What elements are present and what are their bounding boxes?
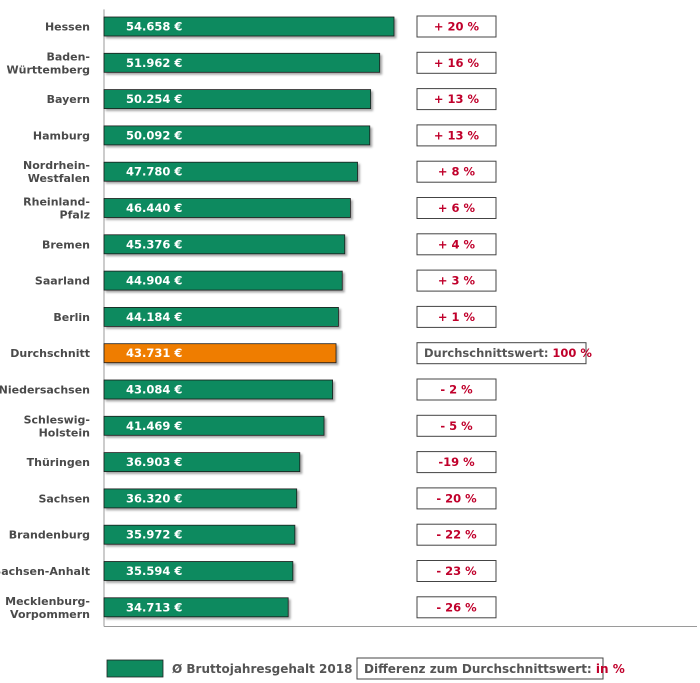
diff-box — [416, 160, 497, 183]
bar-value-label: 50.092 € — [126, 128, 182, 142]
diff-label: + 16 % — [434, 56, 480, 70]
diff-box — [416, 51, 497, 74]
bar-value-label: 43.084 € — [126, 383, 182, 397]
bar — [103, 415, 325, 436]
diff-label: + 20 % — [434, 20, 480, 34]
category-label: Berlin — [53, 311, 90, 324]
category-label: Mecklenburg-Vorpommern — [5, 595, 90, 621]
category-label: Bayern — [47, 93, 90, 106]
category-label: Thüringen — [27, 456, 90, 469]
bar-value-label: 43.731 € — [126, 346, 182, 360]
legend-bar-swatch — [106, 659, 164, 678]
diff-label: - 23 % — [436, 564, 477, 578]
category-label: Niedersachsen — [0, 384, 90, 397]
category-label: Bremen — [42, 238, 90, 251]
category-label: Schleswig-Holstein — [24, 413, 90, 439]
bar — [103, 234, 346, 255]
bar — [103, 306, 339, 327]
diff-box — [416, 414, 497, 437]
bar — [103, 452, 301, 473]
bar-value-label: 44.904 € — [126, 274, 182, 288]
diff-box — [416, 197, 497, 219]
diff-label: + 13 % — [434, 128, 480, 142]
bar — [103, 16, 395, 37]
category-label: Baden-Württemberg — [7, 50, 90, 76]
bar — [103, 270, 343, 291]
bar-value-label: 54.658 € — [126, 20, 182, 34]
bar-value-label: 46.440 € — [126, 201, 182, 215]
bar-value-label: 35.594 € — [126, 564, 182, 578]
legend-diff-unit: in % — [596, 662, 625, 676]
legend-bar-label: Ø Bruttojahresgehalt 2018 — [172, 662, 352, 676]
bar — [103, 161, 358, 182]
bar-value-label: 47.780 € — [126, 165, 182, 179]
bar — [103, 561, 294, 581]
legend-diff-label: Differenz zum Durchschnittswert: — [364, 662, 596, 676]
category-label: Brandenburg — [9, 529, 90, 542]
diff-box — [416, 124, 497, 147]
category-label: Saarland — [35, 275, 90, 288]
bar — [103, 89, 372, 109]
bar — [103, 52, 381, 73]
diff-box — [416, 451, 497, 474]
diff-label: + 3 % — [438, 274, 476, 288]
bar-value-label: 45.376 € — [126, 237, 182, 251]
diff-box — [416, 269, 497, 292]
diff-label: - 26 % — [436, 600, 477, 614]
bar-value-label: 34.713 € — [126, 600, 182, 614]
diff-label: + 4 % — [438, 237, 476, 251]
diff-box — [416, 487, 497, 510]
bar — [103, 597, 289, 618]
diff-label: + 1 % — [438, 310, 476, 324]
bar — [103, 379, 333, 400]
diff-box — [416, 15, 497, 38]
diff-label: - 5 % — [440, 419, 473, 433]
bar-value-label: 44.184 € — [126, 310, 182, 324]
diff-box — [416, 88, 497, 111]
bar-value-label: 36.320 € — [126, 491, 182, 505]
category-label: Hamburg — [33, 129, 90, 142]
bar-value-label: 51.962 € — [126, 56, 182, 70]
diff-label: + 6 % — [438, 201, 476, 215]
legend-diff-box — [356, 657, 604, 680]
diff-box — [416, 560, 497, 582]
average-diff-box — [416, 342, 587, 365]
bar — [103, 198, 351, 218]
category-label: Durchschnitt — [10, 347, 90, 360]
diff-label: + 13 % — [434, 92, 480, 106]
category-label: Rheinland-Pfalz — [23, 196, 90, 222]
diff-box — [416, 378, 497, 401]
diff-label: + 8 % — [438, 165, 476, 179]
diff-box — [416, 305, 497, 328]
bar-value-label: 36.903 € — [126, 455, 182, 469]
bar — [103, 524, 296, 545]
bar-value-label: 50.254 € — [126, 92, 182, 106]
category-label: Sachsen — [38, 492, 90, 505]
bar — [103, 488, 298, 509]
average-bar — [103, 343, 337, 364]
bar-value-label: 35.972 € — [126, 528, 182, 542]
diff-box — [416, 523, 497, 546]
category-label: Hessen — [45, 21, 90, 34]
diff-label: -19 % — [438, 455, 475, 469]
category-label: Nordrhein-Westfalen — [23, 159, 90, 185]
bar-value-label: 41.469 € — [126, 419, 182, 433]
average-diff-label: Durchschnittswert: 100 % — [424, 346, 592, 360]
category-label: Sachsen-Anhalt — [0, 565, 90, 578]
diff-label: - 2 % — [440, 383, 473, 397]
legend-diff-text: Differenz zum Durchschnittswert: in % — [364, 662, 625, 676]
diff-box — [416, 596, 497, 619]
bar — [103, 125, 371, 146]
legend: Ø Bruttojahresgehalt 2018 Differenz zum … — [106, 657, 625, 680]
diff-label: - 20 % — [436, 491, 477, 505]
diff-label: - 22 % — [436, 528, 477, 542]
diff-box — [416, 233, 497, 256]
